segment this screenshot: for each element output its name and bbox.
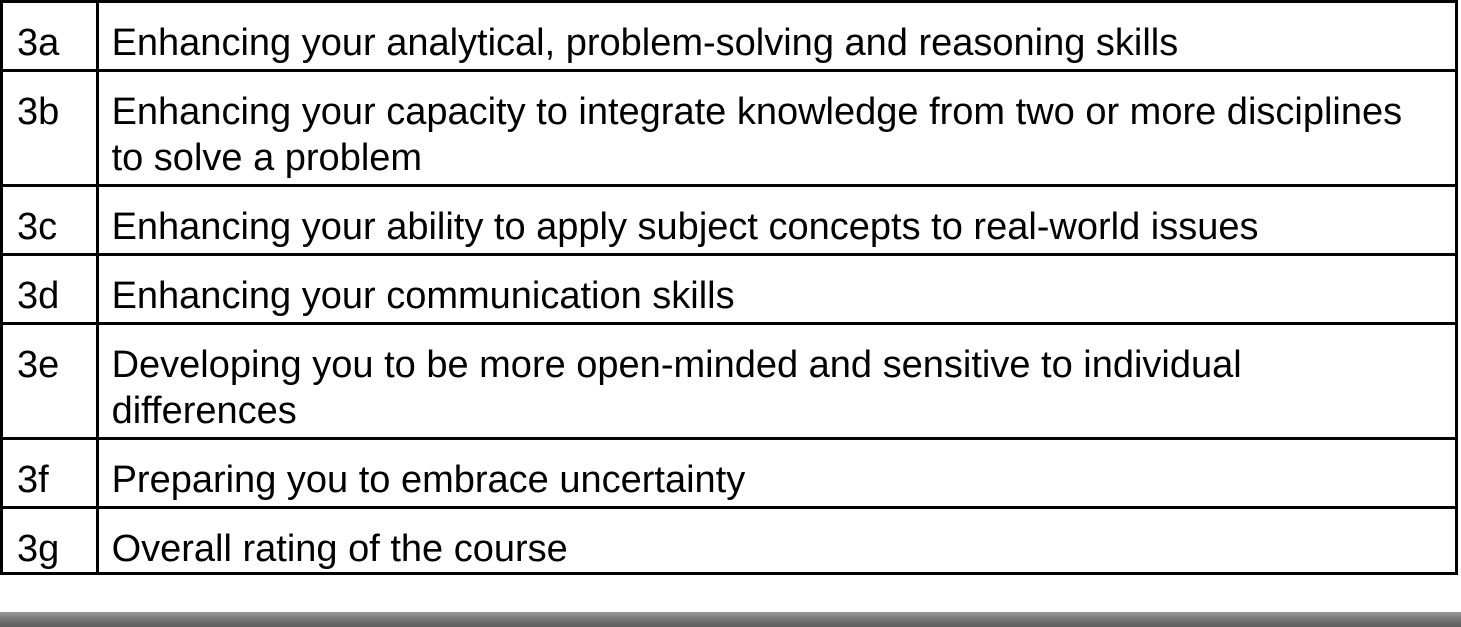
evaluation-items-table: 3a Enhancing your analytical, problem-so… (0, 0, 1459, 575)
table-row: 3c Enhancing your ability to apply subje… (0, 184, 1459, 256)
table-row: 3b Enhancing your capacity to integrate … (0, 69, 1459, 187)
table-row: 3f Preparing you to embrace uncertainty (0, 437, 1459, 509)
item-code: 3c (0, 184, 99, 256)
item-code: 3f (0, 437, 99, 509)
item-code: 3a (0, 0, 99, 72)
item-description: Preparing you to embrace uncertainty (95, 437, 1459, 509)
table-row: 3g Overall rating of the course (0, 506, 1459, 575)
item-code: 3d (0, 253, 99, 325)
item-description: Enhancing your capacity to integrate kno… (95, 69, 1459, 187)
item-description: Developing you to be more open-minded an… (95, 322, 1459, 440)
table-row: 3d Enhancing your communication skills (0, 253, 1459, 325)
table-row: 3a Enhancing your analytical, problem-so… (0, 0, 1459, 72)
item-description: Enhancing your analytical, problem-solvi… (95, 0, 1459, 72)
item-description: Enhancing your communication skills (95, 253, 1459, 325)
item-description: Enhancing your ability to apply subject … (95, 184, 1459, 256)
item-code: 3e (0, 322, 99, 440)
item-code: 3g (0, 506, 99, 575)
page-bottom-edge (0, 612, 1461, 627)
item-code: 3b (0, 69, 99, 187)
item-description: Overall rating of the course (95, 506, 1459, 575)
table-row: 3e Developing you to be more open-minded… (0, 322, 1459, 440)
